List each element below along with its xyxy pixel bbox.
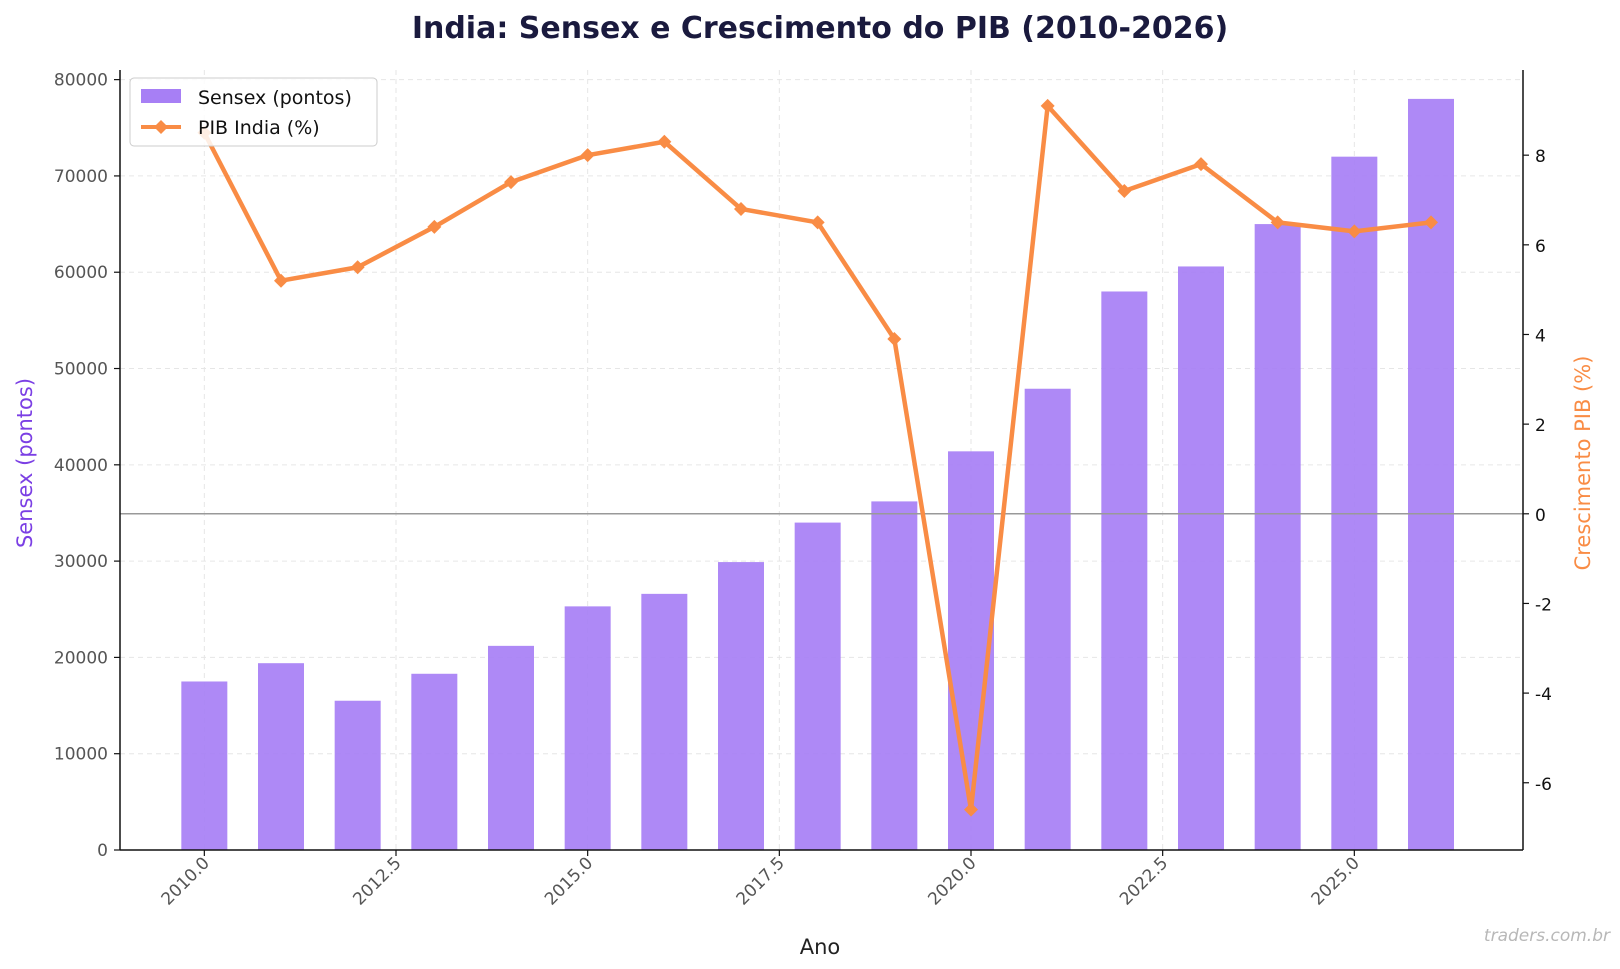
x-tick-label: 2010.0 (158, 853, 214, 909)
x-tick-label: 2025.0 (1308, 853, 1364, 909)
pib-marker (734, 201, 748, 216)
pib-marker (504, 175, 518, 190)
legend-swatch-sensex (141, 89, 181, 103)
pib-marker (887, 331, 902, 346)
y-tick-label: 0 (97, 841, 108, 861)
legend-label-sensex: Sensex (pontos) (198, 87, 352, 109)
pib-marker (810, 215, 825, 230)
watermark: traders.com.br (1484, 926, 1611, 946)
pib-marker (964, 802, 978, 817)
sensex-bar (411, 673, 458, 850)
pib-marker (1347, 224, 1362, 239)
y-axis-label-right: Crescimento PIB (%) (1571, 356, 1595, 571)
y-right-tick-label: 6 (1535, 237, 1546, 257)
pib-marker (1117, 184, 1132, 199)
y-right-tick-label: 2 (1535, 416, 1546, 436)
sensex-bar (871, 501, 918, 850)
sensex-bar (1101, 291, 1148, 851)
y-tick-label: 50000 (54, 360, 108, 380)
bar-series (181, 98, 1454, 851)
y-axis-label-left: Sensex (pontos) (13, 378, 37, 548)
legend-frame (129, 77, 378, 147)
pib-marker (427, 219, 442, 234)
y-tick-label: 10000 (54, 745, 108, 765)
x-ticks: 2010.0 2012.5 2015.0 2017.5 2020.0 2022.5 2025… (158, 850, 1364, 910)
x-axis-label: Ano (800, 935, 841, 959)
y-right-tick-label: -4 (1535, 685, 1552, 705)
y-tick-label: 40000 (54, 456, 108, 476)
y-right-tick-label: -6 (1535, 775, 1552, 795)
sensex-bar (334, 700, 381, 850)
pib-marker (1040, 98, 1055, 113)
y-right-ticks: -6 -4 -2 0 2 4 6 8 (1523, 147, 1552, 795)
axes (119, 70, 1524, 851)
sensex-bar (258, 663, 304, 850)
y-tick-label: 70000 (54, 167, 108, 187)
pib-marker (580, 148, 595, 163)
sensex-bar (488, 645, 534, 850)
y-right-tick-label: 0 (1535, 506, 1546, 526)
sensex-bar (564, 606, 611, 850)
sensex-bar (641, 593, 688, 850)
sensex-bar (1331, 156, 1378, 850)
sensex-bar (794, 522, 841, 850)
y-tick-label: 60000 (54, 263, 108, 283)
sensex-bar (1408, 98, 1454, 850)
pib-marker (657, 134, 672, 149)
pib-marker (1270, 215, 1285, 230)
pib-marker (1194, 157, 1208, 172)
pib-marker (274, 273, 288, 288)
pib-marker (1424, 215, 1438, 230)
x-tick-label: 2017.5 (733, 853, 789, 909)
sensex-bar (1254, 224, 1301, 850)
y-right-tick-label: 4 (1535, 326, 1546, 346)
x-tick-label: 2015.0 (541, 853, 597, 909)
x-tick-label: 2022.5 (1116, 853, 1172, 909)
y-right-tick-label: 8 (1535, 147, 1546, 167)
pib-marker (350, 260, 365, 275)
sensex-bar (181, 681, 228, 850)
y-tick-label: 30000 (54, 552, 108, 572)
y-left-ticks: 0 10000 20000 30000 40000 50000 60000 70000 8000… (54, 71, 120, 861)
legend-marker-pib (154, 120, 168, 134)
y-tick-label: 20000 (54, 648, 108, 668)
sensex-bar (1178, 266, 1224, 850)
legend-label-pib: PIB India (%) (198, 117, 320, 139)
y-right-tick-label: -2 (1535, 595, 1552, 615)
sensex-bar (1024, 388, 1071, 850)
y-tick-label: 80000 (54, 71, 108, 91)
legend: Sensex (pontos) PIB India (%) (129, 77, 378, 147)
sensex-bar (718, 562, 764, 850)
x-tick-label: 2020.0 (924, 853, 980, 909)
chart-title: India: Sensex e Crescimento do PIB (2010… (412, 11, 1228, 46)
x-tick-label: 2012.5 (349, 853, 405, 909)
